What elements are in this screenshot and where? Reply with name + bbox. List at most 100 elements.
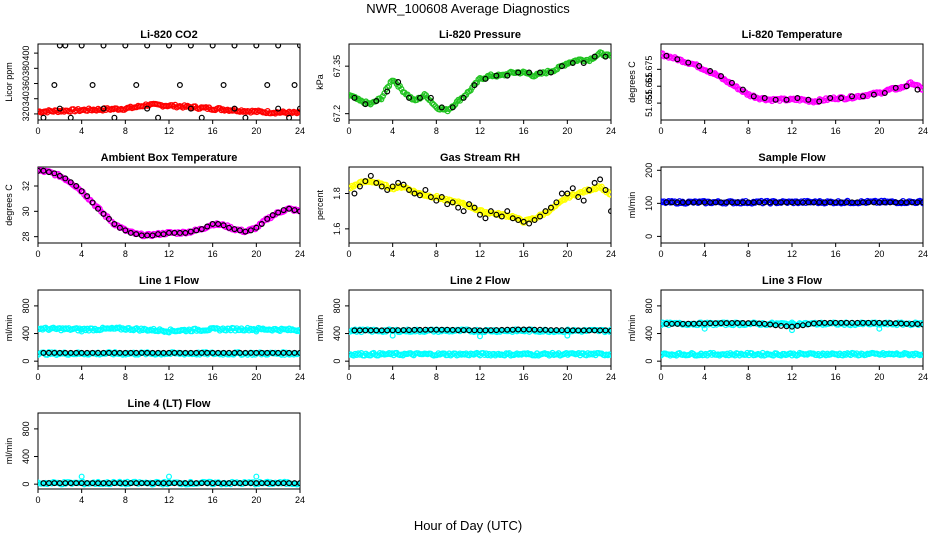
x-tick-label: 12 — [475, 249, 485, 259]
data-point — [843, 199, 850, 206]
data-point — [242, 228, 249, 235]
data-point — [810, 320, 817, 327]
data-point — [537, 326, 544, 333]
data-point — [739, 199, 746, 206]
data-point — [892, 84, 899, 91]
data-point — [187, 349, 194, 356]
data-point — [909, 320, 916, 327]
data-point — [526, 220, 533, 227]
data-point — [78, 480, 85, 487]
data-point — [783, 199, 790, 206]
chart-panel: Line 1 Flow ml/min 0 400 800 0 4 8 12 16 20 24 — [4, 275, 305, 382]
data-point — [438, 326, 445, 333]
x-tick-label: 4 — [79, 495, 84, 505]
chart-panel: Line 4 (LT) Flow ml/min 0 400 800 0 4 8 12 16 20 24 — [4, 398, 305, 505]
data-point — [116, 349, 123, 356]
data-point — [422, 326, 429, 333]
data-point — [504, 326, 511, 333]
data-point — [242, 480, 249, 487]
x-tick-label: 8 — [123, 372, 128, 382]
data-point — [220, 82, 227, 89]
x-tick-label: 24 — [606, 126, 616, 136]
x-axis-title: Hour of Day (UTC) — [413, 518, 523, 533]
data-point — [805, 321, 812, 328]
x-tick-label: 16 — [831, 126, 841, 136]
data-point — [898, 199, 905, 206]
data-point — [406, 94, 413, 101]
data-point — [537, 69, 544, 76]
x-tick-label: 4 — [702, 372, 707, 382]
x-tick-label: 20 — [874, 372, 884, 382]
data-series — [38, 167, 300, 239]
data-point — [73, 183, 80, 190]
x-tick-label: 8 — [123, 126, 128, 136]
data-point — [193, 480, 200, 487]
data-point — [297, 349, 300, 356]
plot-area — [38, 44, 300, 120]
data-point — [707, 68, 714, 75]
panel-title: Li-820 Temperature — [742, 29, 843, 41]
data-point — [286, 205, 293, 212]
data-point — [843, 319, 850, 326]
data-point — [727, 350, 734, 357]
data-point — [127, 229, 134, 236]
data-point — [433, 197, 440, 204]
data-point — [166, 329, 173, 336]
data-point — [258, 349, 265, 356]
x-tick-label: 12 — [164, 372, 174, 382]
data-point — [526, 69, 533, 76]
x-tick-label: 16 — [519, 126, 529, 136]
data-point — [471, 82, 478, 89]
data-point — [854, 319, 861, 326]
data-point — [739, 320, 746, 327]
panel-title: Gas Stream RH — [440, 152, 520, 164]
data-point — [242, 349, 249, 356]
data-point — [504, 208, 511, 215]
data-point — [591, 53, 598, 60]
data-point — [696, 320, 703, 327]
data-point — [805, 199, 812, 206]
data-point — [253, 44, 260, 49]
data-point — [116, 224, 123, 231]
x-tick-label: 8 — [123, 249, 128, 259]
x-tick-label: 8 — [123, 495, 128, 505]
data-point — [827, 95, 834, 102]
x-tick-label: 12 — [164, 249, 174, 259]
data-point — [838, 319, 845, 326]
data-point — [406, 327, 413, 334]
data-series — [663, 52, 921, 105]
data-point — [416, 326, 423, 333]
data-point — [696, 199, 703, 206]
figure-title: NWR_100608 Average Diagnostics — [366, 1, 570, 16]
data-point — [144, 44, 151, 49]
data-point — [51, 480, 58, 487]
data-point — [84, 349, 91, 356]
x-tick-label: 8 — [746, 126, 751, 136]
chart-panel: Line 3 Flow ml/min 0 400 800 0 4 8 12 16 20 24 — [627, 275, 928, 382]
data-point — [100, 210, 107, 217]
data-point — [89, 82, 96, 89]
data-point — [105, 480, 112, 487]
y-tick-label: 400 — [644, 326, 654, 341]
x-tick-label: 8 — [434, 126, 439, 136]
data-point — [745, 320, 752, 327]
panel-title: Line 3 Flow — [762, 275, 822, 287]
data-point — [166, 349, 173, 356]
data-point — [712, 320, 719, 327]
data-series — [78, 328, 260, 336]
data-series — [38, 167, 300, 240]
y-axis-label: degrees C — [627, 61, 637, 103]
x-tick-label: 0 — [35, 249, 40, 259]
data-series — [351, 326, 611, 334]
data-point — [542, 326, 549, 333]
data-point — [144, 232, 151, 239]
data-point — [914, 199, 921, 206]
data-point — [176, 82, 183, 89]
data-point — [854, 199, 861, 206]
plot-area — [38, 167, 300, 240]
data-point — [586, 186, 593, 193]
data-point — [220, 349, 227, 356]
data-point — [373, 97, 380, 104]
data-point — [788, 323, 795, 330]
data-point — [247, 480, 254, 487]
